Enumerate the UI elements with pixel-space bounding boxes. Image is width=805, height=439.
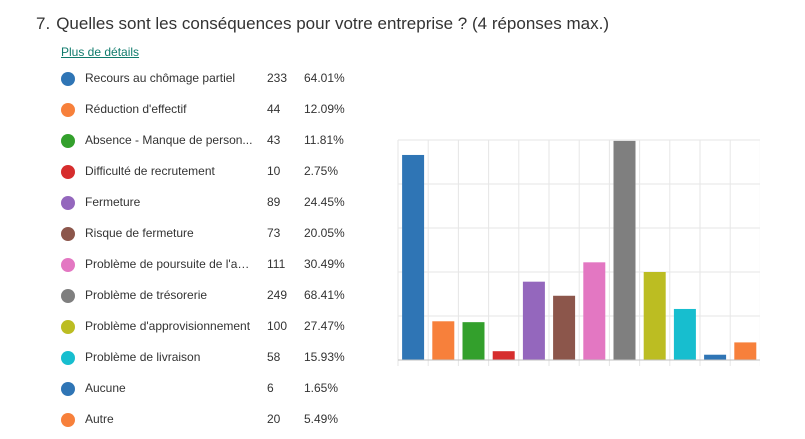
option-percent: 5.49% — [304, 412, 339, 426]
series-dot-icon — [61, 258, 75, 272]
series-dot-icon — [61, 72, 75, 86]
legend-row: Autre 20 5.49% — [61, 408, 361, 428]
option-count: 89 — [267, 195, 281, 209]
legend-row: Recours au chômage partiel 233 64.01% — [61, 67, 361, 87]
question-text: Quelles sont les conséquences pour votre… — [56, 14, 609, 33]
series-dot-icon — [61, 351, 75, 365]
series-dot-icon — [61, 227, 75, 241]
chart-bar[interactable] — [492, 351, 515, 360]
legend-row: Problème d'approvisionnement 100 27.47% — [61, 315, 361, 335]
option-count: 58 — [267, 350, 281, 364]
option-label: Aucune — [85, 381, 126, 395]
option-percent: 24.45% — [304, 195, 345, 209]
option-label: Problème de trésorerie — [85, 288, 208, 302]
option-label: Difficulté de recrutement — [85, 164, 215, 178]
chart-bar[interactable] — [402, 154, 425, 360]
series-dot-icon — [61, 196, 75, 210]
option-percent: 1.65% — [304, 381, 339, 395]
series-dot-icon — [61, 320, 75, 334]
legend-row: Réduction d'effectif 44 12.09% — [61, 98, 361, 118]
option-label: Problème d'approvisionnement — [85, 319, 251, 333]
chart-bar[interactable] — [673, 308, 696, 360]
option-count: 249 — [267, 288, 288, 302]
option-percent: 30.49% — [304, 257, 345, 271]
option-count: 73 — [267, 226, 281, 240]
option-percent: 11.81% — [304, 133, 344, 147]
series-dot-icon — [61, 289, 75, 303]
chart-bar[interactable] — [704, 354, 727, 360]
legend-row: Risque de fermeture 73 20.05% — [61, 222, 361, 242]
chart-bar[interactable] — [462, 322, 485, 360]
chart-bar[interactable] — [522, 281, 545, 360]
chart-bar[interactable] — [734, 342, 757, 360]
series-dot-icon — [61, 103, 75, 117]
question-number: 7. — [36, 14, 51, 33]
option-percent: 20.05% — [304, 226, 345, 240]
chart-bar[interactable] — [583, 262, 606, 360]
legend-row: Fermeture 89 24.45% — [61, 191, 361, 211]
option-label: Problème de poursuite de l'ac... — [85, 257, 253, 271]
option-label: Risque de fermeture — [85, 226, 194, 240]
option-count: 233 — [267, 71, 288, 85]
chart-bar[interactable] — [613, 140, 636, 360]
option-count: 43 — [267, 133, 281, 147]
series-dot-icon — [61, 165, 75, 179]
chart-bar[interactable] — [643, 272, 666, 360]
legend-row: Problème de trésorerie 249 68.41% — [61, 284, 361, 304]
legend-row: Problème de livraison 58 15.93% — [61, 346, 361, 366]
question-title: 7. Quelles sont les conséquences pour vot… — [36, 14, 609, 34]
series-dot-icon — [61, 413, 75, 427]
option-percent: 15.93% — [304, 350, 345, 364]
legend-row: Aucune 6 1.65% — [61, 377, 361, 397]
option-count: 111 — [267, 257, 286, 271]
more-details-link[interactable]: Plus de détails — [61, 45, 140, 59]
chart-bar[interactable] — [432, 321, 455, 360]
option-percent: 68.41% — [304, 288, 345, 302]
option-count: 10 — [267, 164, 281, 178]
series-dot-icon — [61, 382, 75, 396]
option-percent: 2.75% — [304, 164, 339, 178]
series-dot-icon — [61, 134, 75, 148]
option-count: 44 — [267, 102, 281, 116]
option-count: 20 — [267, 412, 281, 426]
bar-chart — [397, 139, 760, 366]
legend-row: Difficulté de recrutement 10 2.75% — [61, 160, 361, 180]
option-label: Absence - Manque de person... — [85, 133, 253, 147]
option-label: Problème de livraison — [85, 350, 201, 364]
legend-row: Problème de poursuite de l'ac... 111 30.49… — [61, 253, 361, 273]
option-percent: 12.09% — [304, 102, 345, 116]
option-label: Autre — [85, 412, 114, 426]
chart-bar[interactable] — [553, 295, 576, 360]
option-label: Réduction d'effectif — [85, 102, 187, 116]
option-label: Fermeture — [85, 195, 141, 209]
option-percent: 64.01% — [304, 71, 345, 85]
option-label: Recours au chômage partiel — [85, 71, 236, 85]
legend-row: Absence - Manque de person... 43 11.81% — [61, 129, 361, 149]
option-count: 6 — [267, 381, 274, 395]
option-percent: 27.47% — [304, 319, 345, 333]
option-count: 100 — [267, 319, 288, 333]
